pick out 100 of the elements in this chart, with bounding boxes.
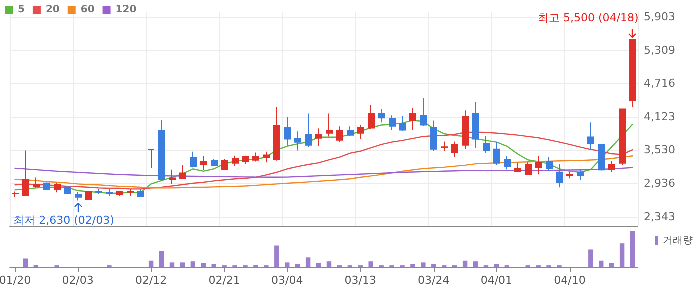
y-tick-label: 2,936 [644,177,676,190]
candlestick [294,131,301,152]
legend-label: 60 [80,4,95,16]
y-tick-label: 5,309 [644,44,676,57]
candlestick [326,113,333,138]
candlestick [514,162,521,173]
y-tick-label: 4,716 [644,77,676,90]
candlestick [33,177,40,188]
legend-label: 120 [116,4,137,16]
bar [180,262,186,267]
candlestick [95,188,102,195]
candlestick [357,124,364,140]
line-series [14,156,634,189]
bar [368,262,374,267]
candlestick [629,39,636,108]
bar [274,246,280,267]
line-series [14,120,634,194]
x-tick-label: 04/10 [554,274,586,287]
candlestick [493,142,500,166]
bar [23,258,28,267]
y-tick-label: 5,903 [644,10,676,24]
y-tick-label: 3,530 [644,144,676,157]
x-tick-label: 02/21 [208,274,240,287]
bar [609,263,614,267]
candlestick [85,190,92,201]
candlestick [378,108,385,124]
candlestick [232,155,239,166]
candlestick [273,106,280,162]
annotation: 최고 5,500 (04/18) [538,12,639,25]
legend-label: 거래량 [663,236,693,246]
candlestick [399,116,406,132]
bar [170,262,175,267]
candlestick [221,158,228,171]
x-tick-label: 02/12 [135,274,168,287]
candlestick [148,149,155,169]
bar [599,260,604,267]
candlestick [43,182,50,191]
candlestick [409,108,416,131]
x-tick-label: 03/04 [272,274,304,287]
bar [421,262,426,267]
candlestick [12,191,19,198]
bar [285,262,290,267]
candlestick [441,141,448,152]
candlestick [75,192,82,202]
x-tick-label: 03/24 [418,274,450,287]
legend-label: 20 [46,4,60,16]
candlestick [169,169,176,185]
bar [316,263,322,267]
bar [473,262,478,267]
candlestick [504,156,511,170]
y-tick-label: 4,123 [644,110,676,124]
candlestick [158,120,165,182]
x-tick-label: 03/13 [344,274,376,287]
candlestick [242,155,249,164]
bar [159,251,164,267]
candlestick [116,191,123,197]
bar [410,264,416,267]
candlestick [106,188,113,198]
bar [201,263,206,267]
bar [212,264,216,267]
candlestick [535,156,542,176]
candlestick [211,158,218,168]
bar [462,260,468,267]
bar [295,264,300,267]
bar [306,258,311,267]
candlestick [608,160,615,173]
line-series [14,132,634,190]
candlestick [430,120,437,152]
bar [494,264,500,267]
y-tick-label: 2,343 [644,210,676,224]
candlestick [190,151,197,168]
candlestick [619,108,626,166]
candlestick [598,144,605,172]
candlestick [347,126,354,137]
legend-label: 5 [18,4,25,16]
candlestick [368,105,375,130]
candlestick [525,162,532,176]
line-series [14,167,634,178]
candlestick [556,164,563,188]
bar [588,250,594,267]
bar [148,260,154,267]
candlestick [54,182,61,194]
candlestick [252,152,259,162]
bar [620,244,625,267]
candlestick [263,151,270,164]
candlestick [315,128,322,147]
x-tick-label: 02/03 [62,274,94,287]
candlestick [472,102,479,150]
bar [326,262,332,267]
candlestick [587,122,594,150]
candlestick [577,168,584,182]
candlestick [451,141,458,158]
candlestick [420,98,427,127]
x-tick-label: 04/01 [480,274,513,287]
candlestick [284,116,291,146]
candlestick [566,172,573,180]
bar [630,231,636,267]
bar [432,264,436,267]
candlestick [137,188,144,198]
candlestick [200,156,207,171]
